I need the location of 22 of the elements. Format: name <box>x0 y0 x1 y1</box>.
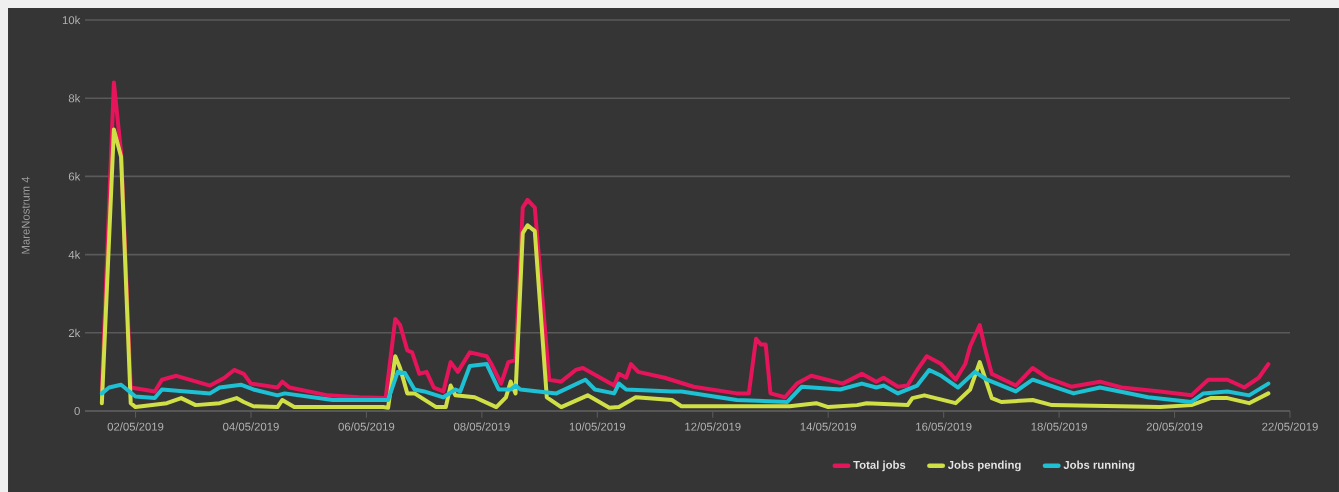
y-tick-label: 10k <box>62 15 81 25</box>
y-tick-label: 6k <box>68 172 81 181</box>
y-tick-label: 8k <box>68 94 81 103</box>
x-tick-label: 18/05/2019 <box>1031 422 1087 431</box>
line-series <box>99 127 1271 410</box>
y-tick-label: 4k <box>68 250 81 259</box>
x-tick-label: 10/05/2019 <box>569 422 626 431</box>
x-tick-label: 20/05/2019 <box>1146 422 1203 431</box>
x-tick-label: 14/05/2019 <box>800 422 857 431</box>
x-tick-label: 08/05/2019 <box>453 422 510 431</box>
x-tick-label: 16/05/2019 <box>916 422 972 431</box>
legend-label: Jobs pending <box>947 460 1021 472</box>
legend-label: Jobs running <box>1063 460 1135 472</box>
x-tick-label: 22/05/2019 <box>1262 422 1318 431</box>
x-tick-label: 06/05/2019 <box>338 422 395 431</box>
x-tick-label: 04/05/2019 <box>223 422 279 431</box>
y-axis-title: MareNostrum 4 <box>21 176 30 254</box>
legend-label: Total jobs <box>853 460 906 472</box>
y-tick-label: 2k <box>68 328 81 337</box>
y-tick-label: 0 <box>74 406 80 415</box>
x-tick-label: 02/05/2019 <box>107 422 164 431</box>
x-tick-label: 12/05/2019 <box>685 422 741 431</box>
